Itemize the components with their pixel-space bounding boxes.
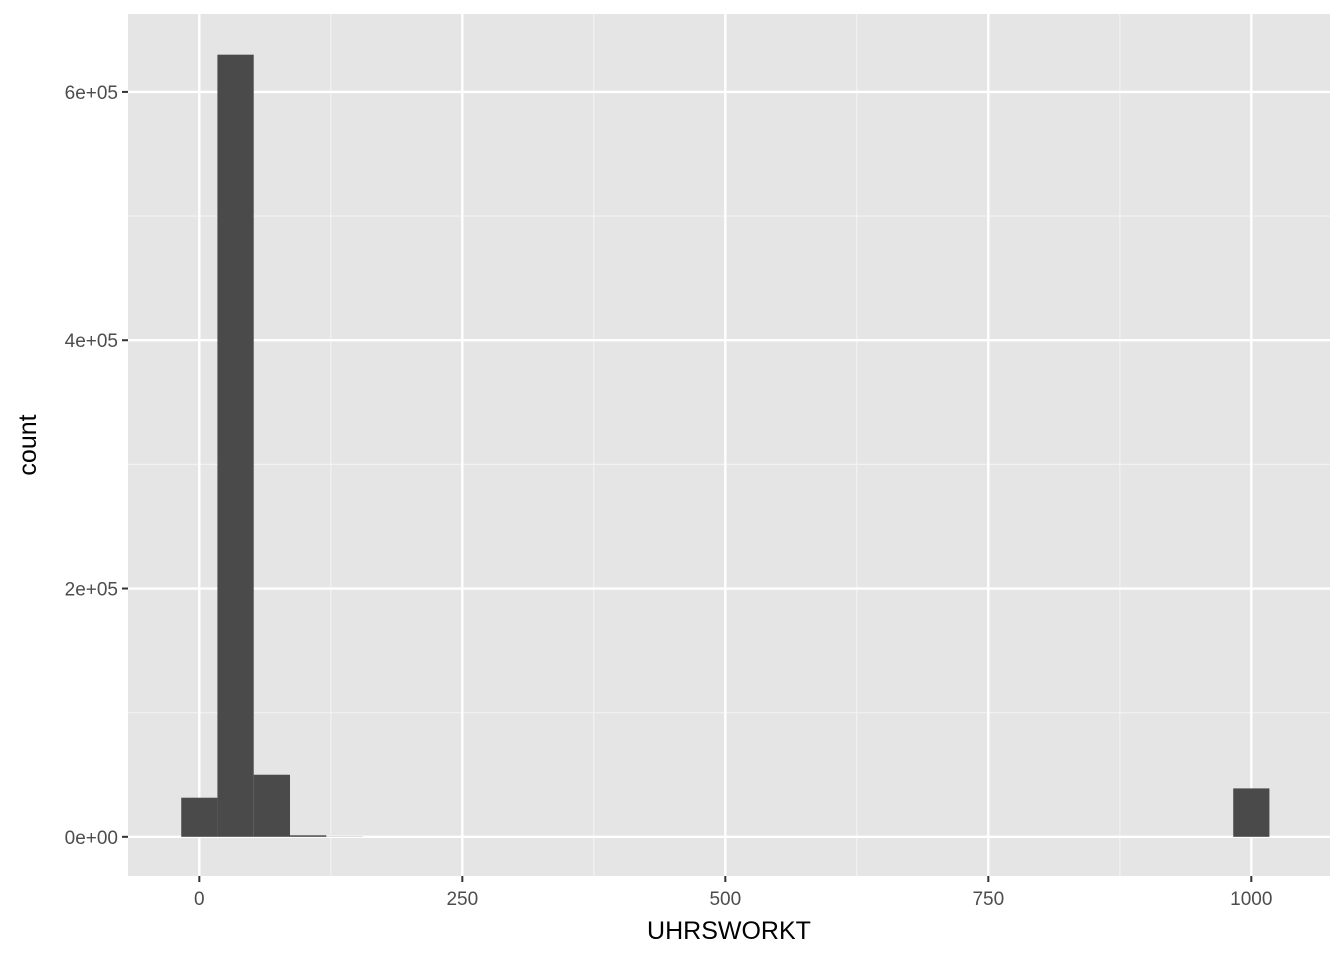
x-tick-label: 0: [194, 889, 205, 910]
y-tick-label: 0e+00: [65, 828, 118, 849]
x-axis: 0 250 500 750 1000: [194, 876, 1272, 910]
x-axis-title: UHRSWORKT: [647, 917, 811, 945]
histogram-bar: [181, 798, 217, 837]
x-tick-label: 500: [709, 889, 741, 910]
y-tick-label: 4e+05: [65, 331, 118, 352]
histogram-bar: [290, 835, 326, 836]
y-tick-label: 6e+05: [65, 83, 118, 104]
y-tick-label: 2e+05: [65, 580, 118, 601]
plot-panel: [128, 14, 1330, 876]
histogram-bar: [1233, 788, 1269, 836]
y-axis: 0e+00 2e+05 4e+05 6e+05: [65, 83, 128, 849]
histogram-bar: [217, 55, 253, 837]
x-tick-label: 1000: [1230, 889, 1272, 910]
y-axis-title: count: [14, 414, 42, 475]
x-tick-label: 250: [446, 889, 478, 910]
histogram-bar: [254, 775, 290, 837]
x-tick-label: 750: [972, 889, 1004, 910]
